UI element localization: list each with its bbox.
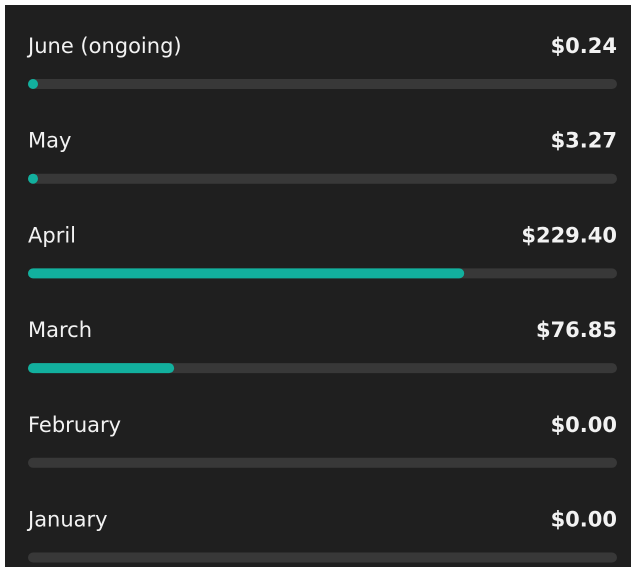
amount-label: $229.40 [521,223,617,247]
amount-label: $0.00 [551,413,617,437]
panel-background [5,5,631,567]
progress-fill [28,173,38,184]
month-label: February [28,413,121,437]
progress-track [28,79,617,89]
progress-track [28,173,617,184]
progress-fill [28,79,38,89]
month-label: May [28,129,71,153]
progress-track [28,363,617,374]
amount-label: $3.27 [551,129,617,153]
amount-label: $76.85 [536,318,617,342]
progress-track [28,552,617,563]
progress-fill [28,268,465,279]
month-label: January [26,508,108,532]
month-label: June (ongoing) [26,34,182,58]
month-label: April [28,223,76,247]
amount-label: $0.24 [551,34,617,58]
progress-track [28,457,617,468]
progress-fill [28,363,175,374]
month-label: March [28,318,92,342]
amount-label: $0.00 [551,508,617,532]
